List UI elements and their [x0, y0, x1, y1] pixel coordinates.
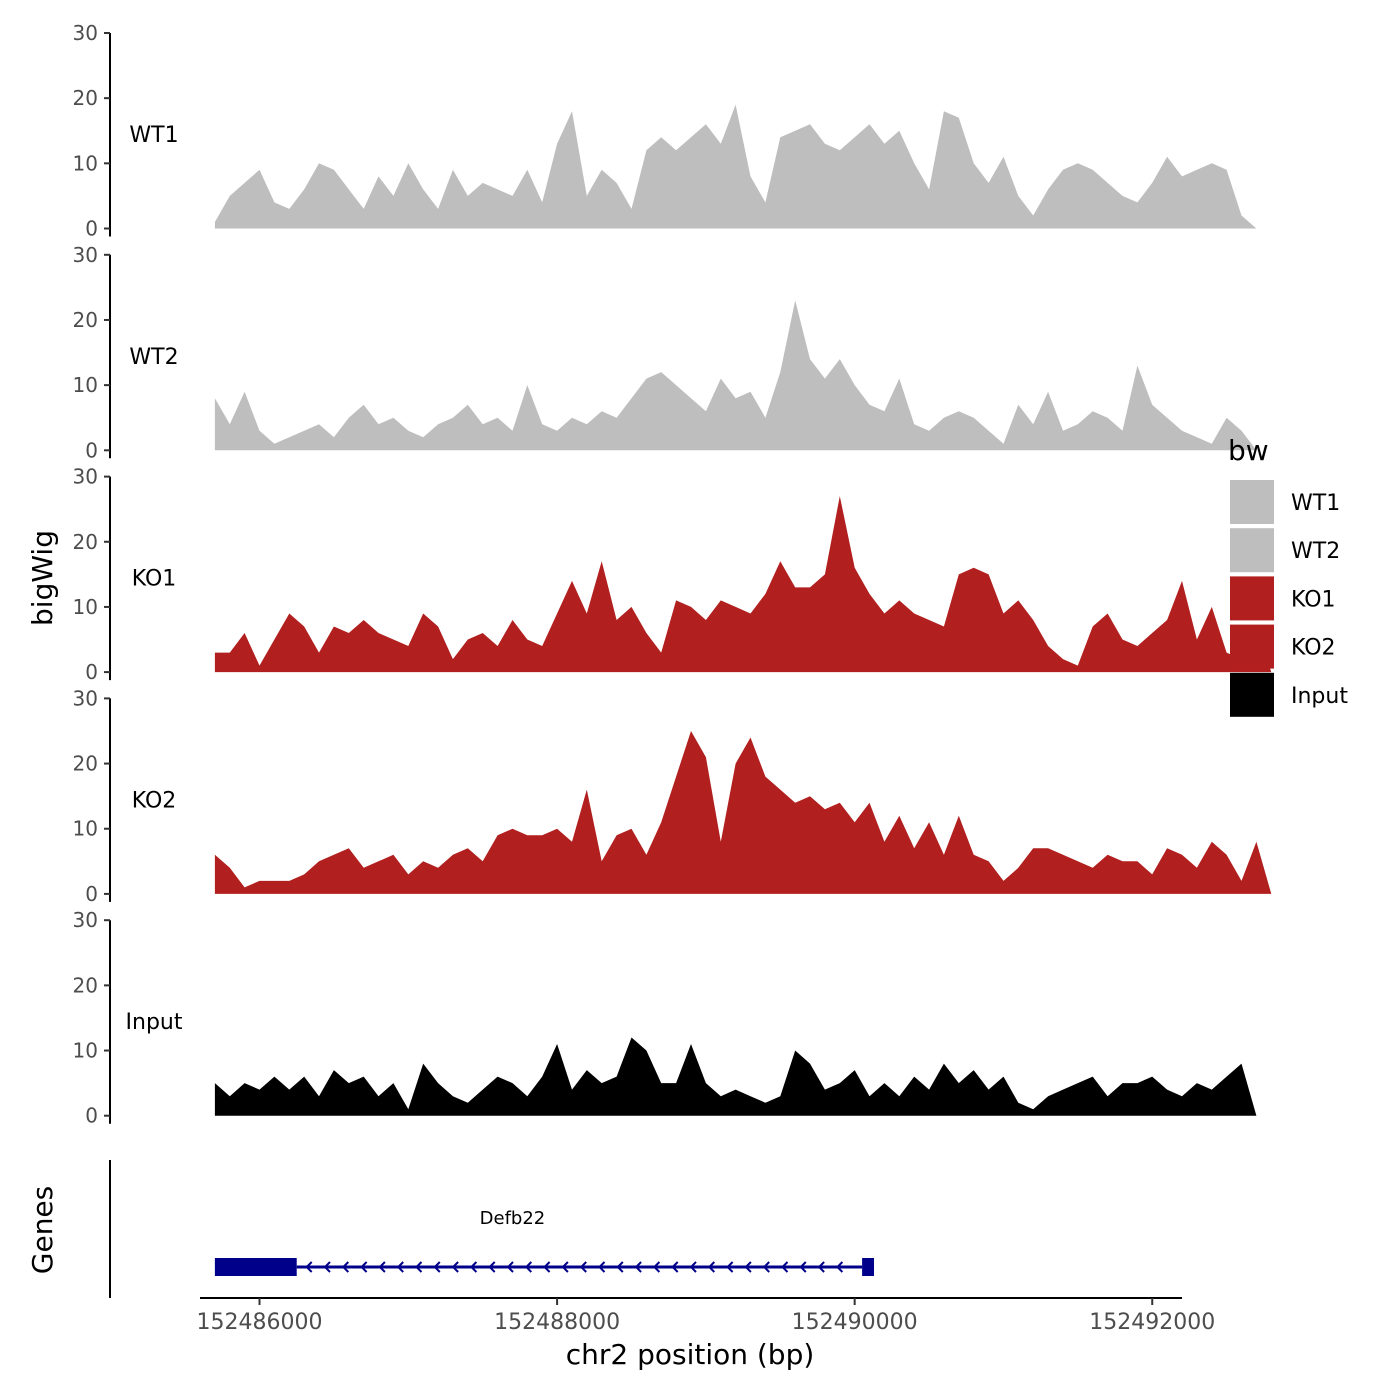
y-tick-label: 10: [73, 595, 98, 619]
gene-exon-left: [214, 1258, 297, 1276]
strand-arrow: [396, 1261, 404, 1273]
y-tick-label: 0: [85, 438, 98, 462]
y-tick-label: 10: [73, 373, 98, 397]
track-ko2: 0 10 20 30 KO2: [73, 686, 1272, 906]
y-tick-label: 30: [73, 21, 98, 45]
strand-arrow: [415, 1261, 423, 1273]
y-tick-label: 20: [73, 752, 98, 776]
x-axis: 152486000 152488000 152490000 152492000: [197, 1297, 1215, 1335]
strand-arrow: [469, 1261, 478, 1273]
strand-arrow: [378, 1261, 386, 1273]
legend-key-ko1: [1230, 576, 1274, 621]
genes-panel: Defb22: [109, 1160, 875, 1298]
track-wt1: 0 10 20 30 WT1: [73, 21, 1257, 241]
track-label: Input: [126, 1010, 183, 1035]
strand-arrow: [506, 1261, 514, 1273]
y-tick-label: 20: [73, 86, 98, 110]
legend-key-ko2: [1230, 624, 1274, 669]
strand-arrow: [616, 1261, 624, 1273]
y-tick-label: 0: [85, 217, 98, 241]
x-tick-label: 152490000: [792, 1310, 918, 1335]
legend-label: KO1: [1291, 587, 1336, 612]
y-tick-label: 10: [73, 817, 98, 841]
strand-arrow: [433, 1261, 441, 1273]
gene-exon-right: [862, 1258, 875, 1276]
y-tick-label: 0: [85, 1104, 98, 1128]
y-tick-label: 20: [73, 530, 98, 554]
strand-arrow: [451, 1261, 459, 1273]
legend-key-wt1: [1230, 480, 1274, 524]
y-tick-label: 10: [73, 1039, 98, 1063]
strand-arrow: [726, 1261, 734, 1273]
strand-arrow: [524, 1261, 533, 1273]
track-wt2: 0 10 20 30 WT2: [73, 243, 1257, 462]
y-axis-title: bigWig: [26, 530, 59, 626]
strand-arrow: [634, 1261, 642, 1273]
legend-label: KO2: [1291, 636, 1336, 661]
x-tick-label: 152486000: [197, 1310, 323, 1335]
area-ko2: [214, 731, 1272, 894]
strand-arrow: [744, 1261, 752, 1273]
strand-arrow: [360, 1261, 368, 1273]
track-label: KO2: [132, 788, 177, 813]
strand-arrow: [781, 1261, 789, 1273]
genes-axis-title: Genes: [26, 1186, 59, 1274]
legend-key-wt2: [1230, 528, 1274, 573]
y-tick-label: 30: [73, 243, 98, 267]
area-wt1: [214, 104, 1257, 229]
y-tick-label: 30: [73, 686, 98, 710]
area-wt2: [214, 300, 1257, 451]
legend-key-input: [1230, 672, 1274, 717]
track-label: WT1: [129, 123, 178, 148]
x-axis-title: chr2 position (bp): [566, 1338, 815, 1371]
y-tick-label: 0: [85, 660, 98, 684]
strand-arrow: [689, 1261, 697, 1273]
legend-label: Input: [1291, 684, 1348, 709]
strand-arrow: [543, 1261, 551, 1273]
strand-arrow: [488, 1261, 496, 1273]
y-tick-label: 20: [73, 308, 98, 332]
strand-arrow: [671, 1261, 679, 1273]
gene-label: Defb22: [480, 1208, 546, 1229]
strand-arrow: [579, 1261, 587, 1273]
strand-arrow: [762, 1261, 770, 1273]
track-label: KO1: [132, 567, 177, 592]
legend-title: bw: [1228, 434, 1269, 467]
strand-arrow: [561, 1261, 569, 1273]
track-ko1: 0 10 20 30 KO1: [73, 465, 1272, 684]
y-tick-label: 30: [73, 465, 98, 489]
y-tick-label: 0: [85, 882, 98, 906]
track-input: 0 10 20 30 Input: [73, 908, 1257, 1128]
area-input: [214, 1037, 1257, 1116]
legend-label: WT1: [1291, 491, 1340, 516]
strand-arrow: [598, 1261, 606, 1273]
y-tick-label: 20: [73, 973, 98, 997]
strand-arrow: [323, 1261, 331, 1273]
strand-arrow: [817, 1261, 825, 1273]
legend: bw WT1 WT2 KO1 KO2 Input: [1228, 434, 1348, 717]
x-tick-label: 152488000: [494, 1310, 620, 1335]
strand-arrow: [305, 1261, 313, 1273]
strand-arrow: [799, 1261, 807, 1273]
y-tick-label: 10: [73, 151, 98, 175]
strand-arrow: [835, 1261, 844, 1273]
x-tick-label: 152492000: [1089, 1310, 1215, 1335]
tracks-group: 0 10 20 30 WT1 0 10 20 30 WT2 0 10 20 30 KO1 0 10 20 30 KO2…: [73, 21, 1272, 1128]
strand-arrow: [341, 1261, 350, 1273]
strand-arrow: [707, 1261, 716, 1273]
area-ko1: [214, 496, 1272, 673]
legend-label: WT2: [1291, 539, 1340, 564]
strand-arrow: [652, 1261, 661, 1273]
track-label: WT2: [129, 345, 178, 370]
y-tick-label: 30: [73, 908, 98, 932]
